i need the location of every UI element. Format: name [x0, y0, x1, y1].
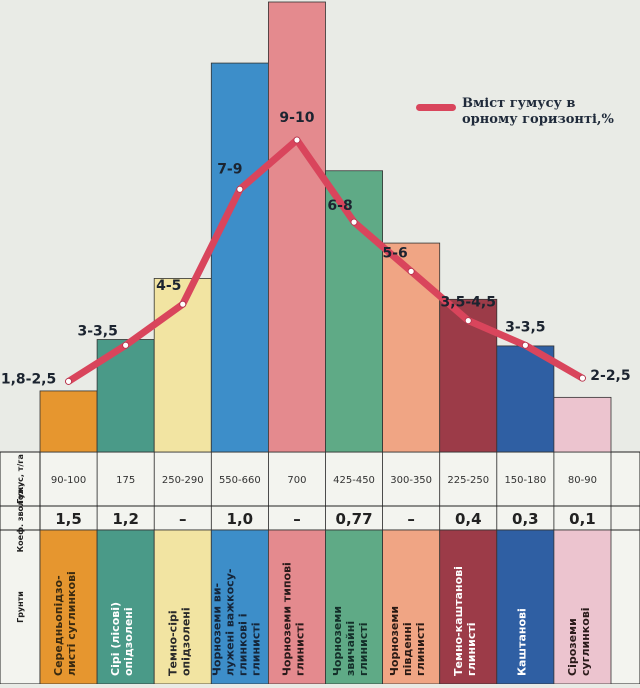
bar [439, 298, 498, 453]
humus-percent-label: 3-3,5 [77, 323, 117, 339]
humus-percent-label: 4-5 [156, 278, 181, 294]
coef-value-label: 0,4 [455, 510, 482, 528]
soil-name-label: Чорноземипівденніглинисті [388, 606, 427, 676]
soil-cell [553, 529, 612, 685]
humus-percent-point [579, 374, 586, 382]
soil-name-label: Чорноземи типовіглинисті [280, 562, 306, 676]
humus-percent-label: 3-3,5 [505, 319, 545, 335]
bar [267, 1, 326, 453]
humus-value-label: 700 [287, 475, 306, 486]
bar [39, 390, 98, 453]
coef-value-label: 0,1 [569, 510, 596, 528]
humus-value-label: 175 [116, 475, 135, 486]
soil-cell [210, 529, 269, 685]
coef-value-label: – [293, 510, 301, 528]
row-header-soils: Грунти [16, 591, 25, 623]
bar [496, 345, 555, 453]
humus-value-label: 425-450 [333, 475, 375, 486]
humus-percent-label: 1,8-2,5 [1, 371, 56, 387]
humus-percent-point [407, 267, 415, 275]
soil-name-label: Середньопідзо-листі суглинкові [52, 571, 78, 676]
soil-cell [325, 529, 383, 685]
soil-cell [496, 529, 555, 685]
bar [382, 242, 441, 453]
humus-percent-label: 7-9 [217, 161, 242, 177]
coef-value-label: 1,5 [55, 510, 82, 528]
soil-name-label: Темно-сіріопідзолені [166, 607, 192, 676]
humus-percent-point [236, 185, 244, 193]
soil-name-label: Сірі (лісові)опідзолені [109, 602, 135, 676]
humus-value-label: 300-350 [390, 475, 432, 486]
coef-value-label: 1,0 [227, 510, 254, 528]
soil-cell [382, 529, 441, 685]
coef-value-label: – [179, 510, 187, 528]
soil-name-label: Темно-каштановіглинисті [452, 566, 478, 676]
soil-name-label: Каштанові [515, 608, 528, 676]
humus-percent-point [293, 136, 301, 144]
soil-name-label: Чорноземизвичайніглинисті [331, 606, 370, 676]
coef-value-label: 0,77 [336, 510, 373, 528]
humus-percent-point [521, 341, 529, 349]
humus-percent-point [179, 300, 187, 308]
coef-value-label: – [407, 510, 415, 528]
humus-value-label: 80-90 [568, 475, 597, 486]
legend-label: Вміст гумусу в орному горизонті,% [462, 96, 614, 127]
soil-name-label: Чорноземи ви-лужені важкосу-глинкові ігл… [210, 569, 262, 676]
humus-percent-point [122, 341, 130, 349]
soil-cell [153, 529, 212, 685]
coef-value-label: 0,3 [512, 510, 539, 528]
humus-value-label: 225-250 [447, 475, 489, 486]
humus-percent-point [464, 317, 472, 325]
humus-percent-label: 2-2,5 [590, 368, 630, 384]
humus-value-label: 150-180 [504, 475, 546, 486]
humus-percent-label: 5-6 [383, 245, 408, 261]
legend-line-swatch [416, 104, 456, 111]
row-header-humus: Гумус, т/га [16, 454, 25, 504]
bar [553, 396, 612, 453]
humus-percent-label: 6-8 [327, 198, 352, 214]
coef-value-label: 1,2 [112, 510, 139, 528]
soil-name-label: Сіроземисуглинкові [566, 607, 592, 676]
soil-cell [267, 529, 326, 685]
humus-value-label: 90-100 [51, 475, 86, 486]
humus-percent-point [350, 218, 358, 226]
humus-value-label: 250-290 [162, 475, 204, 486]
humus-value-label: 550-660 [219, 475, 261, 486]
soil-cell [39, 529, 98, 685]
humus-percent-label: 9-10 [279, 110, 314, 126]
humus-percent-point [65, 377, 72, 385]
humus-percent-line [65, 136, 586, 385]
row-header-coef: Коеф. зволож. [16, 484, 25, 553]
humus-percent-label: 3,5-4,5 [441, 295, 496, 311]
legend: Вміст гумусу в орному горизонті,% [416, 96, 614, 128]
bar [210, 62, 269, 453]
